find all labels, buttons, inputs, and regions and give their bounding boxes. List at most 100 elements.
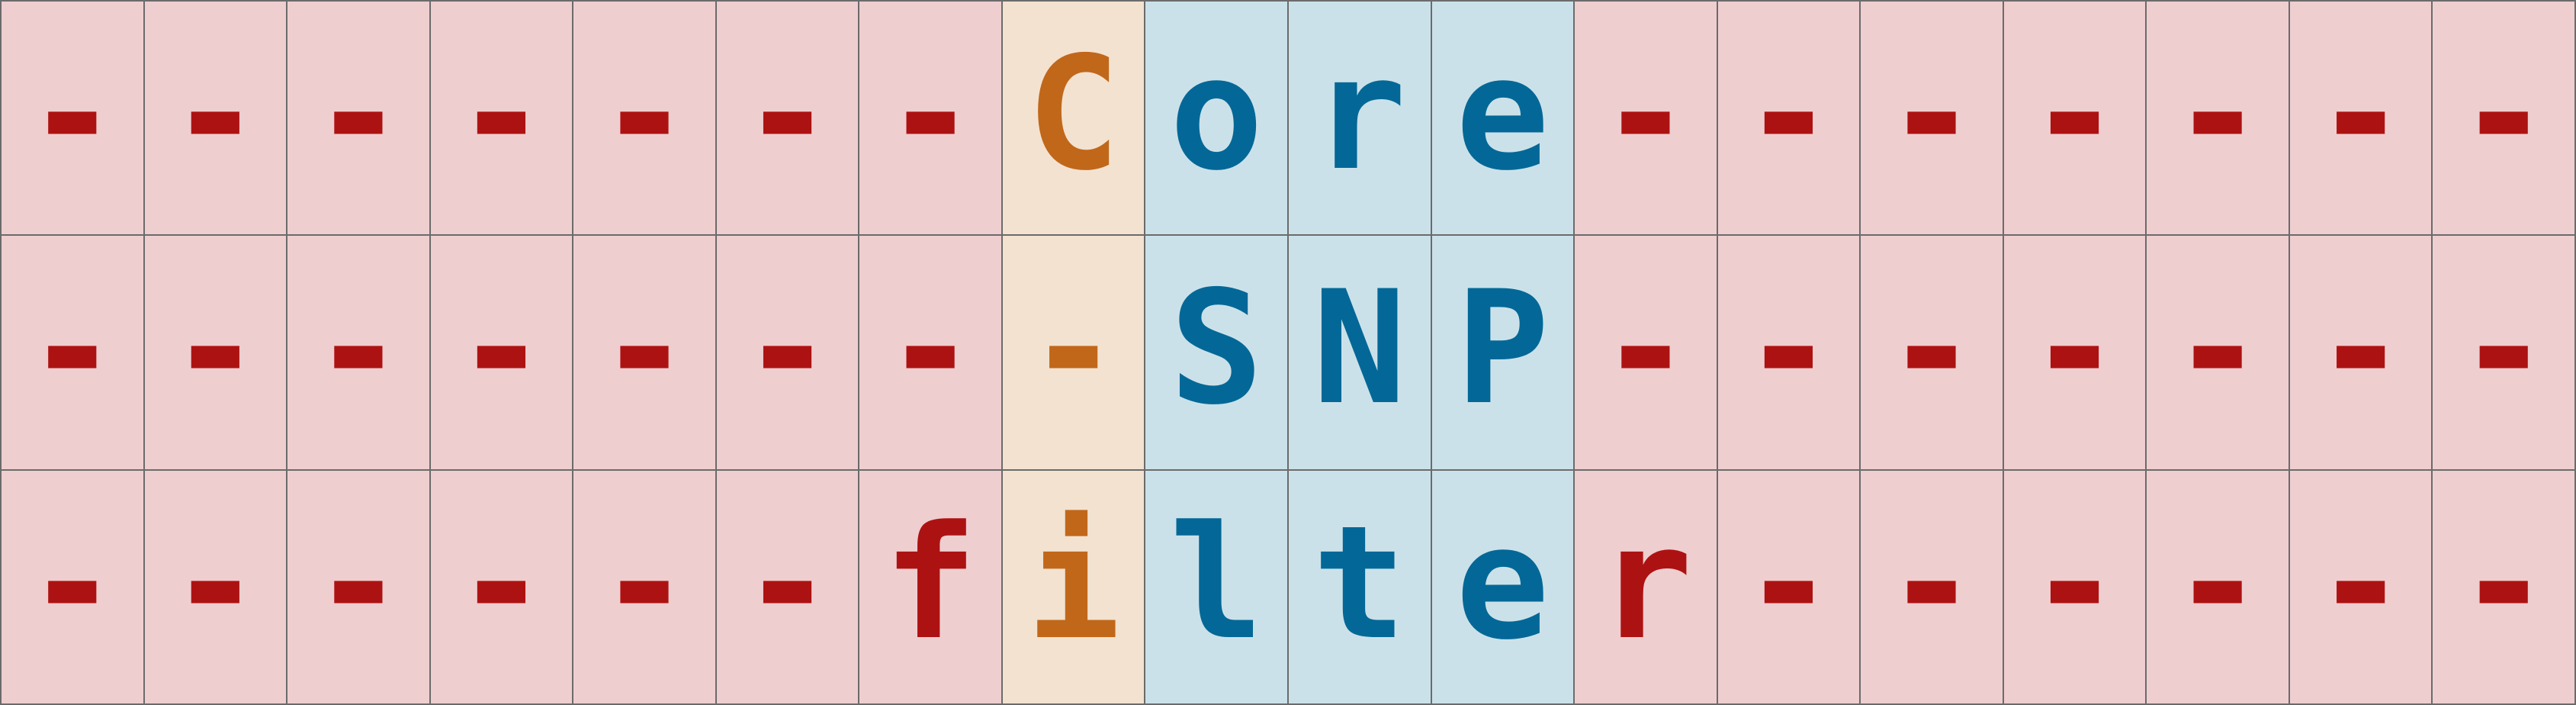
grid-cell: - xyxy=(430,2,574,237)
gap-character: - xyxy=(883,24,978,206)
grid-cell: - xyxy=(430,470,574,705)
grid-cell: - xyxy=(573,2,717,237)
grid-cell: - xyxy=(1717,2,1861,237)
sequence-character: t xyxy=(1312,492,1407,674)
grid-cell: - xyxy=(2289,470,2433,705)
sequence-character: f xyxy=(883,492,978,674)
grid-cell: i xyxy=(1002,470,1146,705)
grid-cell: - xyxy=(859,2,1003,237)
sequence-character: r xyxy=(1598,492,1693,674)
grid-cell: - xyxy=(2433,2,2576,237)
gap-character: - xyxy=(311,258,406,440)
grid-cell: l xyxy=(1145,470,1289,705)
grid-cell: e xyxy=(1431,470,1575,705)
grid-cell: - xyxy=(2433,470,2576,705)
grid-cell: - xyxy=(287,236,431,471)
grid-cell: - xyxy=(1717,236,1861,471)
gap-character: - xyxy=(2313,258,2408,440)
grid-cell: - xyxy=(2003,236,2147,471)
gap-character: - xyxy=(1884,24,1979,206)
grid-cell: r xyxy=(1575,470,1718,705)
grid-cell: - xyxy=(1002,236,1146,471)
gap-character: - xyxy=(1026,258,1121,440)
gap-character: - xyxy=(883,258,978,440)
grid-cell: o xyxy=(1145,2,1289,237)
grid-cell: - xyxy=(2289,236,2433,471)
gap-character: - xyxy=(25,24,120,206)
gap-character: - xyxy=(597,258,692,440)
sequence-character: S xyxy=(1169,258,1264,440)
grid-cell: - xyxy=(1861,470,2004,705)
gap-character: - xyxy=(454,258,549,440)
gap-character: - xyxy=(2170,24,2265,206)
gap-character: - xyxy=(2170,258,2265,440)
grid-cell: - xyxy=(2147,2,2290,237)
gap-character: - xyxy=(2027,492,2122,674)
grid-cell: - xyxy=(2,470,145,705)
gap-character: - xyxy=(740,24,835,206)
sequence-character: P xyxy=(1455,258,1550,440)
grid-cell: - xyxy=(287,470,431,705)
gap-character: - xyxy=(454,492,549,674)
sequence-character: r xyxy=(1312,24,1407,206)
grid-cell: - xyxy=(2003,2,2147,237)
grid-cell: - xyxy=(573,236,717,471)
gap-character: - xyxy=(25,258,120,440)
grid-cell: - xyxy=(716,236,860,471)
gap-character: - xyxy=(1598,258,1693,440)
grid-cell: - xyxy=(1861,2,2004,237)
sequence-character: C xyxy=(1026,24,1121,206)
grid-cell: - xyxy=(2003,470,2147,705)
gap-character: - xyxy=(2170,492,2265,674)
gap-character: - xyxy=(1598,24,1693,206)
gap-character: - xyxy=(2027,24,2122,206)
grid-cell: - xyxy=(1575,2,1718,237)
grid-cell: - xyxy=(2147,470,2290,705)
grid-cell: - xyxy=(144,236,288,471)
gap-character: - xyxy=(597,492,692,674)
gap-character: - xyxy=(25,492,120,674)
grid-cell: - xyxy=(144,2,288,237)
gap-character: - xyxy=(311,24,406,206)
gap-character: - xyxy=(168,258,263,440)
gap-character: - xyxy=(1741,24,1836,206)
gap-character: - xyxy=(1884,492,1979,674)
grid-cell: e xyxy=(1431,2,1575,237)
gap-character: - xyxy=(2456,492,2551,674)
grid-cell: - xyxy=(1717,470,1861,705)
grid-cell: - xyxy=(716,2,860,237)
gap-character: - xyxy=(2456,24,2551,206)
grid-cell: - xyxy=(430,236,574,471)
grid-cell: - xyxy=(2289,2,2433,237)
gap-character: - xyxy=(1741,492,1836,674)
gap-character: - xyxy=(454,24,549,206)
grid-cell: t xyxy=(1289,470,1432,705)
grid-cell: P xyxy=(1431,236,1575,471)
grid-cell: - xyxy=(144,470,288,705)
gap-character: - xyxy=(2313,24,2408,206)
gap-character: - xyxy=(1884,258,1979,440)
grid-cell: - xyxy=(2,2,145,237)
grid-cell: - xyxy=(2433,236,2576,471)
gap-character: - xyxy=(597,24,692,206)
gap-character: - xyxy=(2313,492,2408,674)
gap-character: - xyxy=(168,24,263,206)
gap-character: - xyxy=(311,492,406,674)
grid-cell: S xyxy=(1145,236,1289,471)
gap-character: - xyxy=(168,492,263,674)
gap-character: - xyxy=(740,258,835,440)
grid-cell: f xyxy=(859,470,1003,705)
grid-cell: - xyxy=(1861,236,2004,471)
grid-cell: - xyxy=(716,470,860,705)
grid-cell: r xyxy=(1289,2,1432,237)
grid-cell: C xyxy=(1002,2,1146,237)
sequence-character: i xyxy=(1026,492,1121,674)
sequence-character: o xyxy=(1169,24,1264,206)
grid-cell: - xyxy=(287,2,431,237)
sequence-character: e xyxy=(1455,24,1550,206)
grid-cell: N xyxy=(1289,236,1432,471)
grid-cell: - xyxy=(2147,236,2290,471)
grid-cell: - xyxy=(1575,236,1718,471)
gap-character: - xyxy=(2027,258,2122,440)
